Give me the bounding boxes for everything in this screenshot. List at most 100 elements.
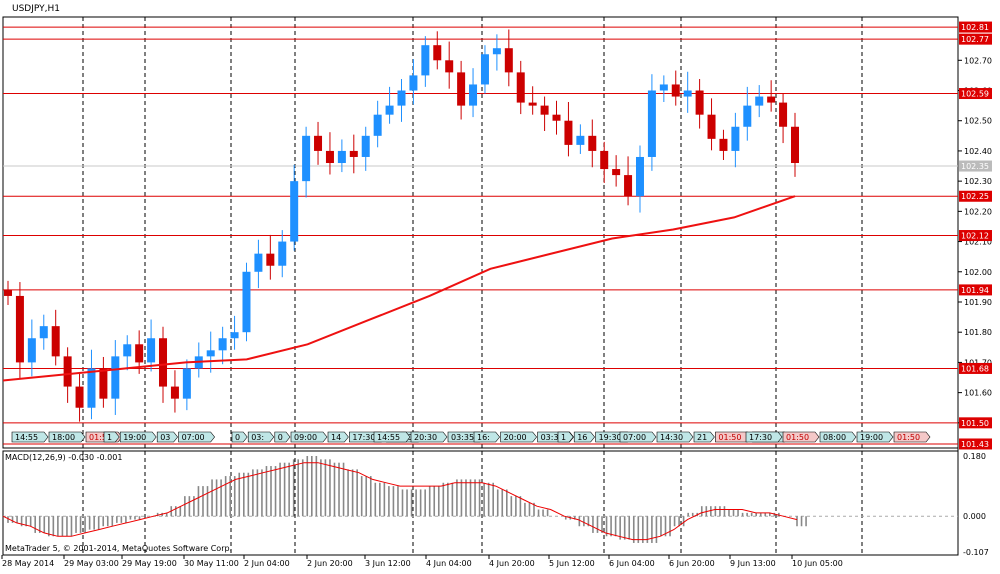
bull-candle[interactable] (111, 356, 120, 399)
bear-candle[interactable] (695, 90, 704, 115)
event-marker[interactable] (373, 431, 411, 443)
bull-candle[interactable] (123, 344, 132, 357)
bull-candle[interactable] (290, 181, 299, 242)
bear-candle[interactable] (4, 289, 12, 296)
bear-candle[interactable] (433, 45, 442, 61)
bull-candle[interactable] (576, 135, 585, 145)
event-marker[interactable] (48, 431, 86, 443)
bear-candle[interactable] (159, 338, 168, 387)
event-marker[interactable] (119, 431, 157, 443)
bear-candle[interactable] (63, 356, 72, 387)
bull-candle[interactable] (635, 156, 644, 197)
bear-candle[interactable] (528, 102, 537, 106)
event-marker[interactable] (156, 431, 178, 443)
bull-candle[interactable] (206, 350, 215, 357)
bear-candle[interactable] (349, 150, 358, 157)
bull-candle[interactable] (182, 368, 191, 399)
bull-candle[interactable] (337, 150, 346, 164)
bear-candle[interactable] (457, 72, 466, 106)
bear-candle[interactable] (791, 126, 799, 164)
moving-average-line[interactable] (2, 195, 796, 382)
bear-candle[interactable] (445, 60, 454, 73)
bear-candle[interactable] (15, 295, 24, 363)
event-marker[interactable] (819, 431, 857, 443)
bear-candle[interactable] (170, 386, 179, 399)
bull-candle[interactable] (409, 75, 418, 91)
event-marker[interactable] (290, 431, 328, 443)
event-marker-label: 14:55 (15, 433, 38, 442)
bull-candle[interactable] (385, 105, 394, 115)
event-marker[interactable] (231, 431, 248, 443)
bull-candle[interactable] (647, 90, 656, 157)
bull-candle[interactable] (743, 105, 752, 127)
bear-candle[interactable] (516, 72, 525, 103)
bear-candle[interactable] (504, 48, 513, 73)
event-marker[interactable] (893, 431, 931, 443)
price-panel-frame (2, 16, 959, 449)
event-marker[interactable] (573, 431, 595, 443)
bull-candle[interactable] (361, 135, 370, 157)
bull-candle[interactable] (492, 48, 501, 55)
event-marker-label: 03: (251, 433, 264, 442)
event-marker[interactable] (619, 431, 657, 443)
event-marker[interactable] (103, 431, 120, 443)
event-marker[interactable] (557, 431, 574, 443)
macd-signal-line[interactable] (2, 462, 798, 541)
bull-candle[interactable] (230, 332, 239, 339)
bear-candle[interactable] (540, 105, 549, 115)
bear-candle[interactable] (51, 326, 60, 357)
event-marker[interactable] (327, 431, 349, 443)
bear-candle[interactable] (99, 368, 108, 399)
event-marker[interactable] (178, 431, 215, 443)
event-marker-label: 08:00 (823, 433, 846, 442)
bear-candle[interactable] (671, 84, 680, 97)
event-marker[interactable] (274, 431, 291, 443)
bear-candle[interactable] (325, 150, 334, 164)
bear-candle[interactable] (779, 102, 788, 127)
bull-candle[interactable] (469, 84, 478, 106)
bull-candle[interactable] (87, 368, 96, 408)
bull-candle[interactable] (397, 90, 406, 106)
bull-candle[interactable] (480, 54, 489, 85)
bull-candle[interactable] (27, 338, 36, 363)
event-marker[interactable] (473, 431, 500, 443)
event-marker[interactable] (247, 431, 275, 443)
bull-candle[interactable] (421, 45, 430, 76)
bear-candle[interactable] (767, 96, 776, 103)
bear-candle[interactable] (707, 114, 716, 139)
bear-candle[interactable] (75, 386, 84, 408)
event-marker[interactable] (656, 431, 694, 443)
bear-candle[interactable] (588, 135, 597, 151)
bear-candle[interactable] (552, 114, 561, 121)
bull-candle[interactable] (373, 114, 382, 136)
bear-candle[interactable] (564, 120, 573, 145)
bull-candle[interactable] (659, 84, 668, 91)
event-marker[interactable] (410, 431, 448, 443)
bull-candle[interactable] (218, 338, 227, 351)
bull-candle[interactable] (242, 271, 251, 333)
bull-candle[interactable] (302, 135, 311, 182)
bull-candle[interactable] (755, 96, 764, 106)
bull-candle[interactable] (254, 253, 263, 272)
event-marker[interactable] (500, 431, 537, 443)
event-marker[interactable] (782, 431, 820, 443)
bull-candle[interactable] (147, 338, 156, 363)
event-marker[interactable] (745, 431, 783, 443)
event-marker[interactable] (856, 431, 894, 443)
bear-candle[interactable] (612, 169, 621, 176)
bear-candle[interactable] (135, 344, 144, 363)
bull-candle[interactable] (683, 90, 692, 97)
bear-candle[interactable] (600, 150, 609, 170)
event-marker[interactable] (11, 431, 49, 443)
event-marker[interactable] (693, 431, 715, 443)
bear-candle[interactable] (719, 138, 728, 151)
price-tick-label: 101.70 (964, 358, 992, 367)
bull-candle[interactable] (731, 126, 740, 151)
bear-candle[interactable] (624, 175, 633, 197)
bear-candle[interactable] (266, 253, 275, 266)
bear-candle[interactable] (314, 135, 323, 151)
bull-candle[interactable] (39, 326, 48, 339)
bull-candle[interactable] (278, 241, 287, 266)
